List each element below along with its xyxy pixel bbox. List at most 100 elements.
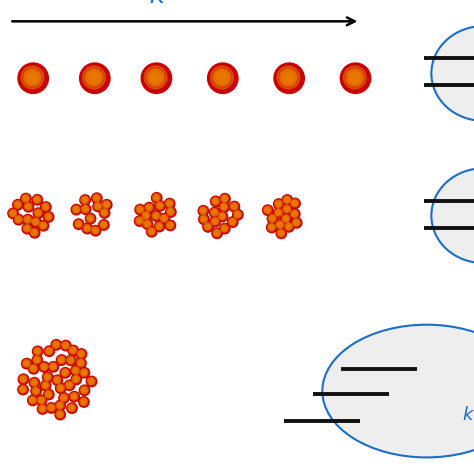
Circle shape bbox=[158, 225, 160, 228]
Circle shape bbox=[33, 356, 41, 364]
Circle shape bbox=[18, 384, 28, 395]
Circle shape bbox=[57, 411, 63, 417]
Circle shape bbox=[275, 210, 281, 216]
Circle shape bbox=[229, 201, 239, 212]
Circle shape bbox=[81, 196, 89, 204]
Circle shape bbox=[62, 341, 69, 349]
Circle shape bbox=[276, 228, 287, 238]
Circle shape bbox=[59, 404, 61, 406]
Circle shape bbox=[25, 197, 27, 200]
Circle shape bbox=[71, 348, 75, 352]
Circle shape bbox=[96, 204, 100, 208]
Circle shape bbox=[87, 377, 95, 385]
Circle shape bbox=[35, 210, 41, 216]
Circle shape bbox=[40, 399, 43, 401]
Circle shape bbox=[49, 363, 57, 371]
Circle shape bbox=[24, 226, 30, 231]
Circle shape bbox=[157, 203, 163, 209]
Circle shape bbox=[286, 208, 288, 210]
Circle shape bbox=[213, 229, 221, 237]
Circle shape bbox=[284, 217, 288, 220]
Circle shape bbox=[82, 401, 85, 403]
Circle shape bbox=[292, 211, 297, 217]
Circle shape bbox=[30, 365, 36, 371]
Circle shape bbox=[159, 213, 170, 224]
Circle shape bbox=[65, 381, 73, 389]
Circle shape bbox=[210, 216, 220, 227]
Circle shape bbox=[32, 387, 40, 395]
Circle shape bbox=[44, 212, 54, 222]
Circle shape bbox=[102, 201, 110, 209]
Circle shape bbox=[73, 395, 75, 398]
Circle shape bbox=[46, 403, 57, 413]
Circle shape bbox=[89, 379, 93, 383]
Circle shape bbox=[89, 378, 94, 384]
Circle shape bbox=[274, 63, 304, 93]
Circle shape bbox=[90, 380, 92, 383]
Circle shape bbox=[285, 198, 289, 202]
Circle shape bbox=[228, 218, 237, 226]
Circle shape bbox=[283, 72, 294, 83]
Circle shape bbox=[34, 347, 41, 355]
Circle shape bbox=[154, 214, 158, 218]
Circle shape bbox=[155, 201, 165, 211]
Circle shape bbox=[72, 366, 80, 374]
Circle shape bbox=[18, 63, 48, 93]
Circle shape bbox=[343, 66, 366, 89]
Circle shape bbox=[94, 229, 97, 231]
Circle shape bbox=[276, 221, 284, 228]
Circle shape bbox=[349, 72, 361, 83]
Circle shape bbox=[268, 223, 275, 231]
Circle shape bbox=[29, 365, 37, 373]
Circle shape bbox=[42, 365, 46, 369]
Circle shape bbox=[58, 357, 64, 363]
Circle shape bbox=[277, 222, 283, 228]
Circle shape bbox=[145, 222, 149, 226]
Circle shape bbox=[23, 359, 30, 367]
Circle shape bbox=[294, 220, 299, 225]
Circle shape bbox=[22, 194, 29, 202]
Circle shape bbox=[18, 374, 28, 384]
Circle shape bbox=[76, 349, 87, 359]
Circle shape bbox=[68, 384, 71, 386]
Circle shape bbox=[154, 221, 164, 232]
Circle shape bbox=[214, 69, 230, 86]
Circle shape bbox=[67, 383, 71, 387]
Circle shape bbox=[70, 347, 76, 353]
Circle shape bbox=[39, 362, 49, 372]
Circle shape bbox=[295, 221, 298, 224]
Circle shape bbox=[82, 400, 86, 404]
Circle shape bbox=[100, 208, 110, 218]
Circle shape bbox=[291, 210, 299, 218]
Circle shape bbox=[84, 208, 87, 210]
Circle shape bbox=[273, 199, 284, 210]
Circle shape bbox=[44, 389, 54, 400]
Circle shape bbox=[46, 375, 49, 379]
Circle shape bbox=[211, 218, 219, 225]
Circle shape bbox=[77, 359, 84, 367]
Circle shape bbox=[286, 224, 292, 229]
Circle shape bbox=[169, 210, 173, 214]
Circle shape bbox=[84, 199, 86, 201]
Circle shape bbox=[81, 399, 87, 405]
Circle shape bbox=[30, 228, 38, 237]
Circle shape bbox=[198, 206, 209, 216]
Circle shape bbox=[30, 379, 38, 386]
Circle shape bbox=[70, 359, 72, 361]
Circle shape bbox=[236, 212, 239, 217]
Circle shape bbox=[16, 202, 20, 207]
Circle shape bbox=[288, 226, 290, 228]
Circle shape bbox=[36, 395, 47, 406]
Text: K: K bbox=[149, 0, 164, 7]
Circle shape bbox=[20, 386, 26, 392]
Circle shape bbox=[223, 197, 227, 201]
Circle shape bbox=[283, 216, 289, 221]
Circle shape bbox=[40, 407, 44, 410]
Circle shape bbox=[59, 413, 61, 415]
Circle shape bbox=[32, 230, 36, 235]
Circle shape bbox=[91, 227, 99, 234]
Circle shape bbox=[222, 205, 226, 209]
Circle shape bbox=[292, 218, 302, 228]
Circle shape bbox=[59, 358, 64, 362]
Circle shape bbox=[280, 69, 297, 86]
